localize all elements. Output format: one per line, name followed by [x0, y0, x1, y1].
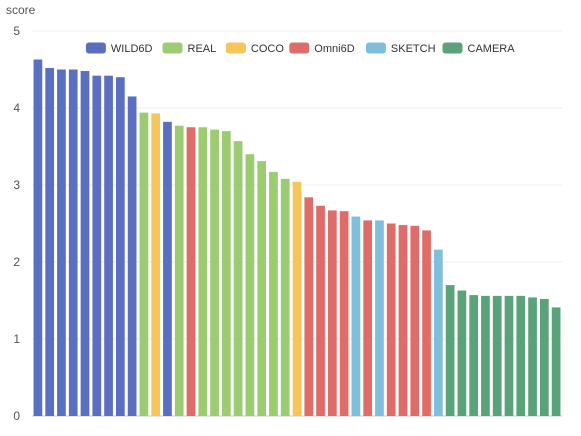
legend-swatch	[442, 42, 463, 54]
bar-real	[257, 161, 267, 416]
y-tick-label: 4	[13, 101, 20, 115]
legend-label: SKETCH	[391, 43, 436, 55]
bar-omni6d	[304, 197, 314, 416]
bar-coco	[151, 113, 161, 416]
bar-real	[210, 129, 219, 416]
bar-camera	[457, 290, 467, 416]
bar-omni6d	[339, 211, 349, 416]
bar-sketch	[375, 220, 384, 416]
bar-real	[198, 127, 208, 416]
legend-label: WILD6D	[111, 43, 153, 55]
bar-omni6d	[398, 225, 408, 416]
legend-label: Omni6D	[314, 43, 354, 55]
legend-item-coco[interactable]: COCO	[225, 42, 284, 56]
legend-item-wild6d[interactable]: WILD6D	[85, 42, 153, 56]
bar-sketch	[351, 216, 361, 416]
bar-wild6d	[115, 77, 125, 416]
bar-wild6d	[163, 121, 172, 417]
bar-camera	[445, 285, 455, 416]
bar-real	[269, 171, 278, 416]
legend-item-omni6d[interactable]: Omni6D	[289, 42, 355, 56]
legend-swatch	[162, 42, 183, 54]
legend-item-camera[interactable]: CAMERA	[442, 42, 516, 56]
bar-real	[233, 141, 243, 417]
bar-wild6d	[104, 75, 113, 416]
y-tick-label: 5	[13, 24, 20, 38]
bar-camera	[492, 295, 502, 416]
bar-camera	[551, 307, 561, 416]
legend-item-real[interactable]: REAL	[162, 42, 217, 56]
bar-camera	[481, 295, 490, 416]
bar-wild6d	[45, 67, 55, 417]
y-tick-label: 3	[13, 178, 20, 192]
bar-wild6d	[33, 59, 43, 417]
bar-coco	[292, 181, 302, 416]
legend-label: COCO	[251, 43, 284, 55]
y-tick-label: 1	[13, 332, 20, 346]
bar-real	[139, 112, 149, 417]
bar-real	[280, 178, 290, 416]
bar-omni6d	[386, 223, 396, 416]
bar-camera	[469, 295, 479, 416]
legend-swatch	[225, 42, 246, 54]
bar-wild6d	[80, 71, 90, 416]
bar-wild6d	[92, 75, 102, 416]
bar-camera	[504, 295, 514, 416]
bar-wild6d	[127, 96, 137, 416]
bar-omni6d	[316, 205, 325, 416]
legend[interactable]: WILD6D REAL COCO Omni6D SKETCH CAMERA	[85, 42, 516, 56]
y-axis-ticks: 0 1 2 3 4 5	[13, 24, 20, 423]
bars	[33, 59, 561, 417]
bar-camera	[516, 295, 526, 416]
legend-label: CAMERA	[468, 43, 516, 55]
bar-wild6d	[68, 69, 78, 416]
legend-swatch	[289, 42, 310, 54]
bar-omni6d	[363, 220, 373, 416]
bar-real	[221, 131, 231, 416]
legend-swatch	[85, 42, 106, 54]
legend-label: REAL	[188, 43, 217, 55]
y-tick-label: 0	[13, 409, 20, 423]
bar-camera	[539, 298, 549, 416]
bar-omni6d	[186, 127, 196, 416]
bar-real	[245, 154, 255, 416]
bar-omni6d	[422, 230, 431, 416]
bar-camera	[528, 297, 537, 416]
bar-wild6d	[57, 69, 66, 416]
bar-sketch	[433, 249, 443, 416]
y-tick-label: 2	[13, 255, 20, 269]
bar-omni6d	[410, 225, 420, 416]
bar-omni6d	[327, 210, 337, 416]
bar-real	[174, 125, 184, 417]
y-axis-label: score	[6, 3, 36, 17]
legend-item-sketch[interactable]: SKETCH	[365, 42, 436, 56]
legend-swatch	[365, 42, 386, 54]
